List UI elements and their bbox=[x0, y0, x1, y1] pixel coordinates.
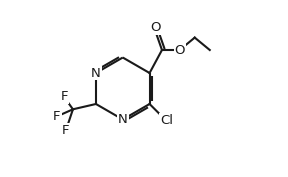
Text: N: N bbox=[91, 67, 101, 79]
Text: F: F bbox=[53, 110, 61, 123]
Text: F: F bbox=[62, 124, 70, 137]
Text: O: O bbox=[175, 44, 185, 56]
Text: N: N bbox=[118, 113, 128, 126]
Text: Cl: Cl bbox=[160, 114, 173, 127]
Text: F: F bbox=[60, 90, 68, 103]
Text: O: O bbox=[151, 21, 161, 34]
